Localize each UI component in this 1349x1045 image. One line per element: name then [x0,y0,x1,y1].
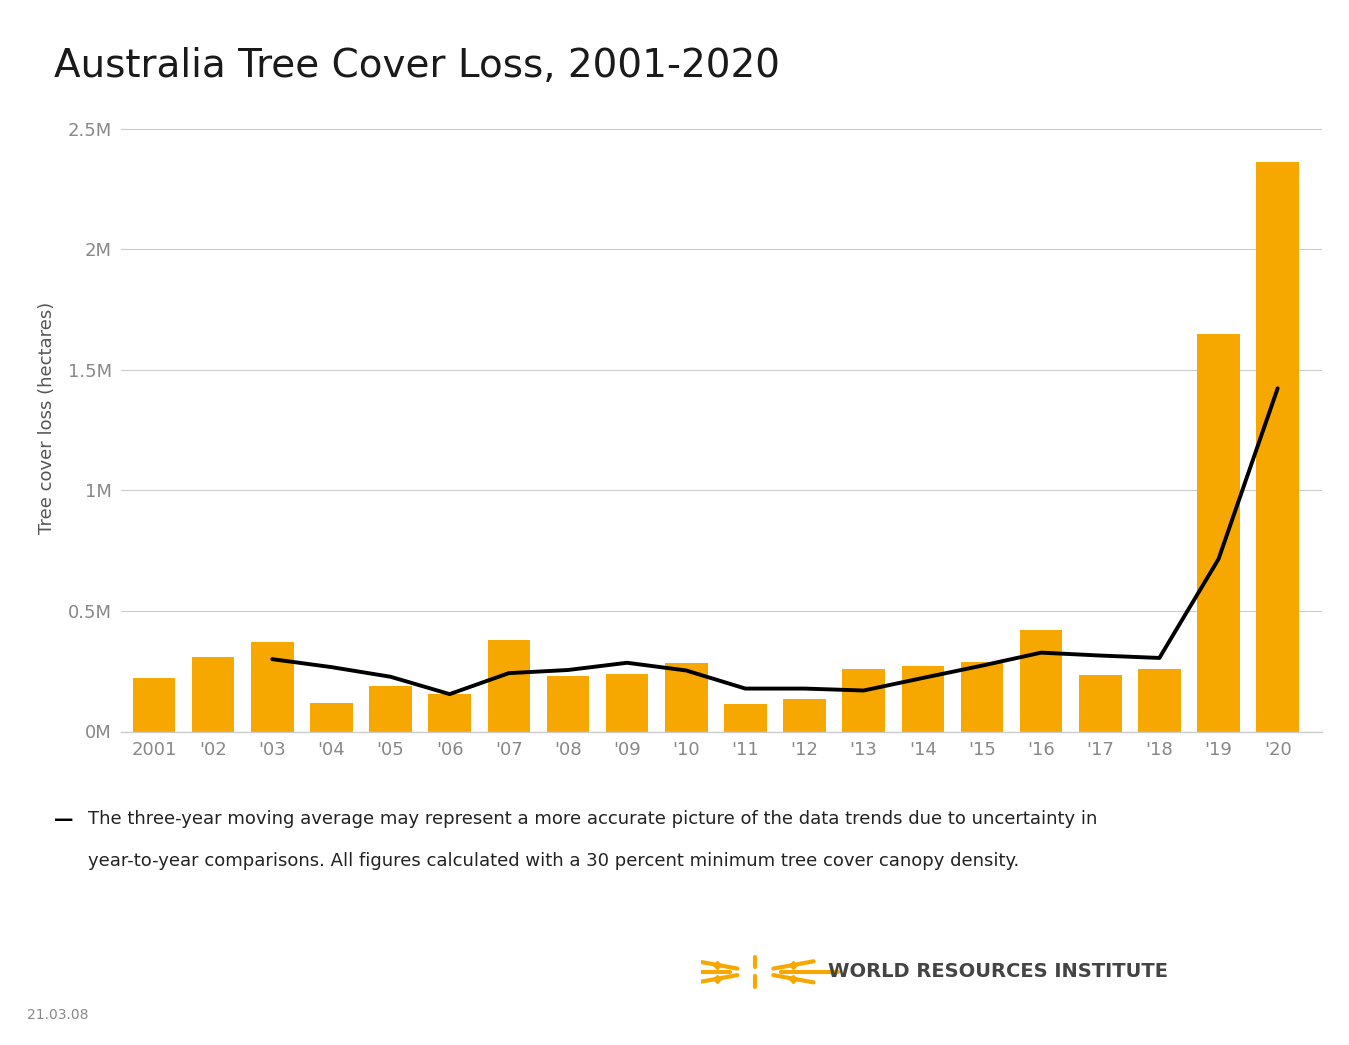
Y-axis label: Tree cover loss (hectares): Tree cover loss (hectares) [38,302,57,534]
Bar [724,703,766,732]
Text: GLOBAL
FOREST
WATCH: GLOBAL FOREST WATCH [607,948,658,997]
Bar [429,694,471,731]
Bar [192,656,235,732]
Text: Australia Tree Cover Loss, 2001-2020: Australia Tree Cover Loss, 2001-2020 [54,47,780,85]
Text: 21.03.08: 21.03.08 [27,1008,89,1022]
Bar [487,640,530,731]
Text: —: — [54,810,73,829]
Text: The three-year moving average may represent a more accurate picture of the data : The three-year moving average may repres… [88,810,1097,828]
Bar [370,686,411,731]
Bar [132,678,175,732]
Bar [901,667,944,732]
Bar [606,674,649,731]
Bar [1256,162,1299,732]
Bar [251,643,294,731]
Bar [1079,675,1121,732]
Bar [1197,333,1240,732]
Bar [1020,630,1063,732]
Bar [546,676,590,732]
Bar [665,663,707,731]
Bar [784,699,826,731]
Text: WORLD RESOURCES INSTITUTE: WORLD RESOURCES INSTITUTE [828,962,1168,981]
Bar [960,661,1004,732]
Bar [310,702,352,731]
Text: year-to-year comparisons. All figures calculated with a 30 percent minimum tree : year-to-year comparisons. All figures ca… [88,852,1018,869]
Bar [842,669,885,732]
Bar [1139,669,1180,732]
